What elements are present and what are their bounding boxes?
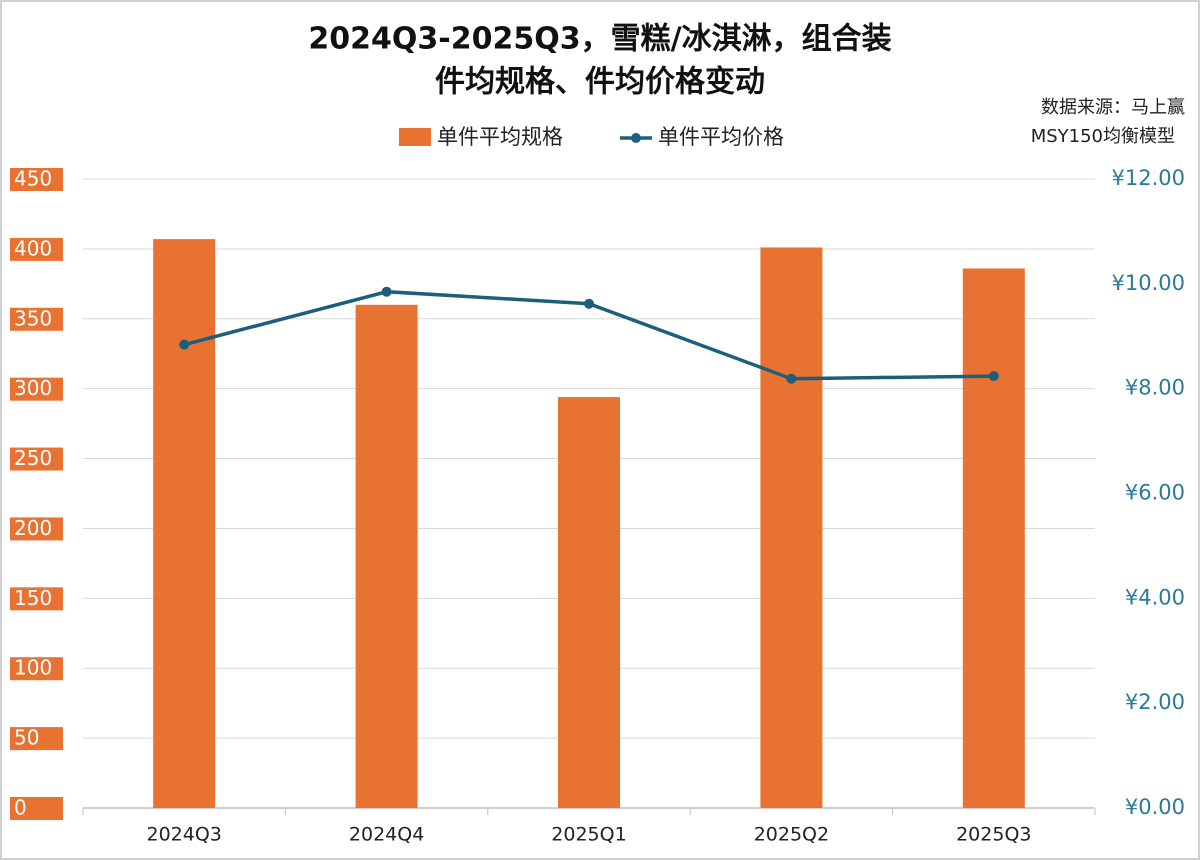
x-tick-label: 2025Q1 <box>551 824 626 846</box>
y-tick-box <box>10 377 63 401</box>
legend-label: 单件平均规格 <box>437 125 563 149</box>
line-point <box>988 371 999 382</box>
chart-subtitle: 件均规格、件均价格变动 <box>435 65 765 100</box>
y2-tick-label: ¥6.00 <box>1125 481 1185 505</box>
y2-tick-label: ¥4.00 <box>1125 585 1185 609</box>
model: MSY150均衡模型 <box>1031 126 1175 147</box>
y2-tick-label: ¥8.00 <box>1125 376 1185 400</box>
bar <box>962 268 1025 808</box>
bar <box>558 397 620 808</box>
y-tick-label: 200 <box>14 516 52 540</box>
y-tick-box <box>10 727 63 751</box>
y-tick-label: 250 <box>14 446 52 470</box>
y2-tick-label: ¥12.00 <box>1112 166 1185 190</box>
y-tick-box <box>10 657 63 681</box>
y2-tick-label: ¥0.00 <box>1125 795 1185 819</box>
x-tick-label: 2024Q3 <box>146 824 221 846</box>
y-tick-label: 150 <box>14 586 52 610</box>
bar <box>153 239 216 809</box>
y-tick-label: 400 <box>14 236 52 260</box>
line-point <box>381 286 392 297</box>
y-tick-label: 0 <box>14 796 27 820</box>
line-point <box>584 298 594 309</box>
chart-title: 2024Q3-2025Q3，雪糕/冰淇淋，组合装 <box>308 22 891 57</box>
x-tick-label: 2024Q4 <box>349 824 424 846</box>
bar <box>355 304 418 808</box>
y2-tick-label: ¥10.00 <box>1112 271 1185 295</box>
y-tick-label: 450 <box>14 167 52 191</box>
legend-label: 单件平均价格 <box>658 125 784 149</box>
y-tick-label: 350 <box>14 306 52 330</box>
source: 数据来源：马上赢 <box>1041 96 1185 118</box>
legend-swatch <box>631 133 641 143</box>
x-tick-label: 2025Q3 <box>956 824 1031 846</box>
y2-tick-label: ¥2.00 <box>1125 690 1185 714</box>
y-tick-label: 50 <box>14 726 39 750</box>
line-point <box>786 373 797 384</box>
y-tick-box <box>10 237 63 261</box>
x-tick-label: 2025Q2 <box>754 824 829 846</box>
line-point <box>179 339 190 350</box>
legend-swatch <box>399 128 431 146</box>
y-tick-box <box>10 447 63 471</box>
y-tick-box <box>10 307 63 331</box>
bar <box>760 247 823 809</box>
y-tick-box <box>10 517 63 541</box>
y-tick-box <box>10 587 63 611</box>
y-tick-label: 100 <box>14 656 52 680</box>
y-tick-box <box>10 168 63 191</box>
y-tick-label: 300 <box>14 376 52 400</box>
y-tick-box <box>10 797 63 820</box>
